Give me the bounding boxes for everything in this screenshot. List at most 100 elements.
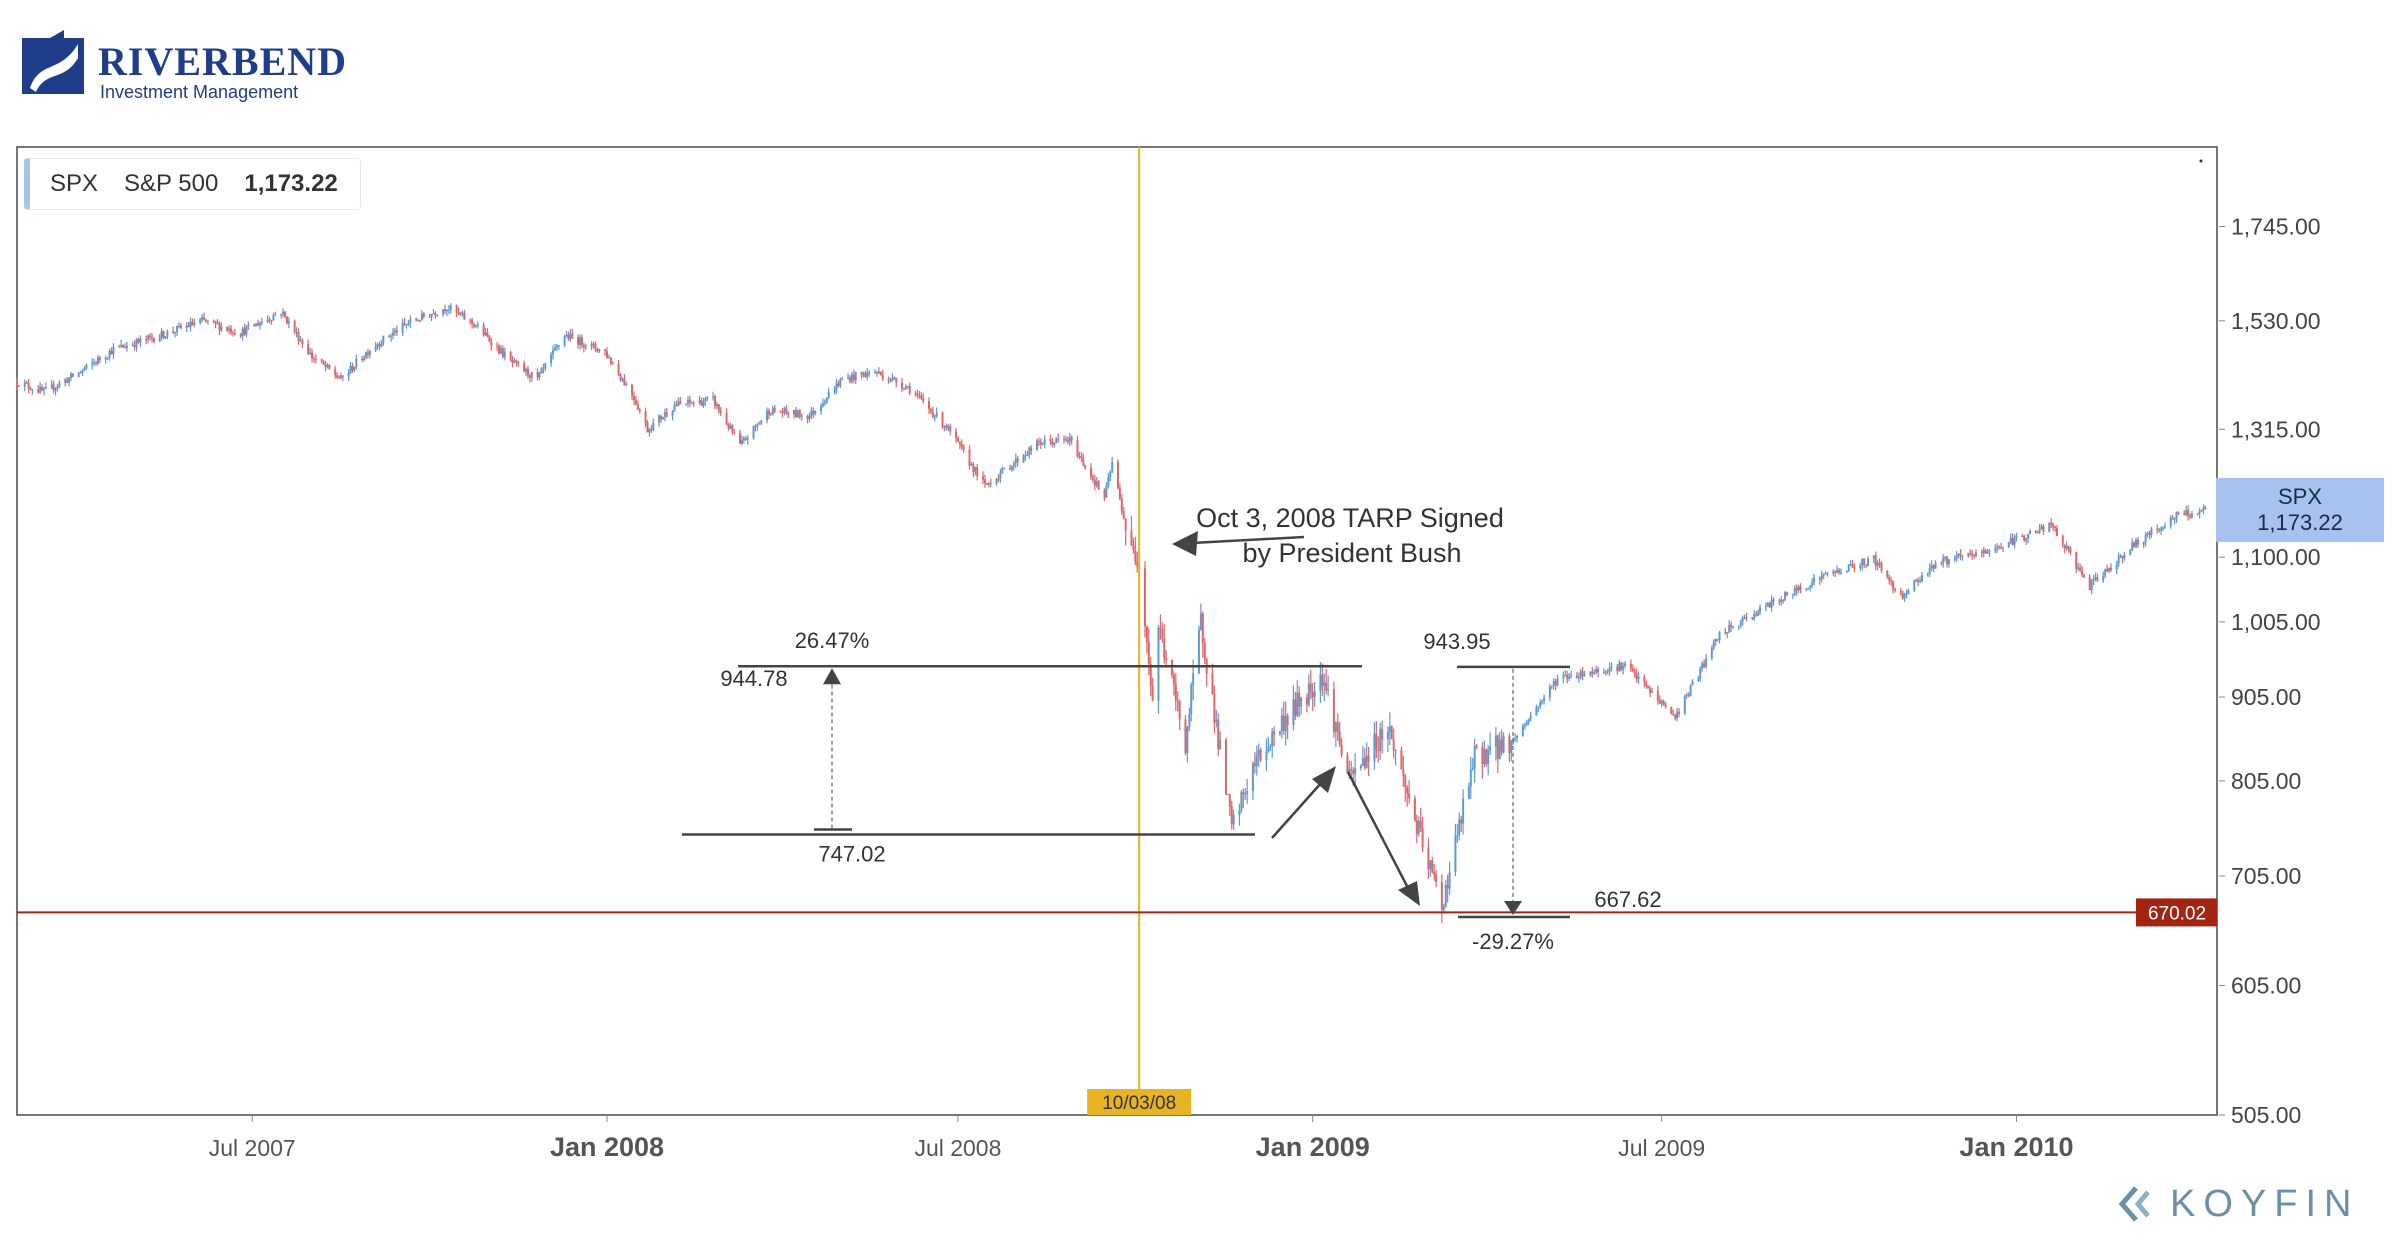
candle-body (174, 332, 177, 334)
candle-body (23, 382, 26, 387)
candle-body (206, 320, 209, 322)
candle-body (1244, 793, 1247, 795)
candle-body (650, 429, 653, 431)
candle-body (1481, 747, 1484, 764)
candle-body (1616, 666, 1619, 672)
candle-body (44, 387, 47, 389)
candle-body (536, 371, 539, 378)
candle-body (1325, 682, 1328, 691)
candle-body (1768, 603, 1771, 608)
candle-body (827, 392, 830, 398)
candle-body (552, 350, 555, 355)
candle-body (922, 398, 925, 402)
candle-body (623, 379, 626, 386)
candle-body (166, 331, 169, 337)
candle-body (1336, 722, 1339, 732)
candle-body (1151, 685, 1154, 701)
candle-body (1462, 798, 1465, 824)
candle-body (1097, 481, 1100, 490)
candle-body (459, 312, 462, 315)
candle-body (139, 338, 142, 343)
candle-body (1433, 872, 1436, 875)
candle-body (1521, 726, 1524, 736)
candle-body (1907, 590, 1910, 594)
candle-body (800, 415, 803, 417)
koyfin-logo: KOYFIN (2118, 1182, 2378, 1226)
candle-body (1271, 731, 1274, 747)
candle-body (1795, 588, 1798, 591)
candle-body (1575, 675, 1578, 679)
candle-body (2007, 542, 2010, 548)
candle-body (1485, 749, 1488, 765)
candle-body (2189, 515, 2192, 518)
candle-body (1257, 749, 1260, 756)
candle-body (1919, 581, 1922, 583)
swing-up-arrow-shaft (1271, 781, 1323, 839)
candle-body (1807, 587, 1810, 589)
tarp-note-line2: by President Bush (1242, 538, 1461, 568)
candle-body (525, 368, 528, 372)
y-tick-label: 1,745.00 (2231, 214, 2321, 240)
candle-body (1095, 481, 1098, 486)
y-axis: 1,745.00 1,530.00 1,315.00 1,100.00 1,005.00… (2219, 214, 2321, 1128)
candle-body (598, 349, 601, 352)
candle-body (706, 397, 709, 399)
candle-body (607, 357, 610, 359)
candle-body (700, 400, 703, 406)
candle-body (1084, 464, 1087, 469)
candle-body (85, 364, 88, 369)
candle-body (363, 357, 366, 361)
rise-low-label: 747.02 (818, 841, 885, 866)
candle-body (390, 335, 393, 337)
candle-body (814, 410, 817, 414)
support-label: 670.02 (2148, 903, 2206, 924)
candle-body (916, 394, 919, 396)
candle-body (417, 320, 420, 322)
candle-body (2082, 574, 2085, 578)
candle-body (947, 426, 950, 429)
candle-body (1309, 683, 1312, 693)
candle-body (1010, 466, 1013, 470)
candle-body (509, 352, 512, 360)
tarp-arrow-shaft (1191, 535, 1305, 545)
candle-body (1408, 793, 1411, 799)
candle-body (835, 383, 838, 392)
candle-body (1251, 763, 1254, 792)
candle-body (837, 383, 840, 386)
candle-body (1724, 631, 1727, 634)
candle-body (1373, 733, 1376, 762)
candle-body (391, 332, 394, 336)
legend-ticker: SPX (50, 170, 99, 197)
x-tick-label: Jan 2008 (550, 1132, 664, 1162)
candle-body (50, 384, 53, 388)
candle-body (247, 324, 250, 328)
candle-body (821, 403, 824, 407)
candle-body (147, 335, 150, 340)
candle-body (577, 337, 580, 345)
candle-body (633, 395, 636, 400)
candle-body (879, 371, 882, 375)
candle-body (1988, 551, 1991, 553)
candle-body (1824, 573, 1827, 575)
candle-body (972, 464, 975, 473)
candle-body (1510, 740, 1513, 754)
candle-body (1228, 794, 1231, 807)
candle-body (2142, 542, 2145, 545)
candle-body (671, 410, 674, 416)
candle-body (1822, 573, 1825, 576)
candle-body (981, 476, 984, 480)
candle-body (1541, 701, 1544, 703)
candle-body (52, 384, 55, 391)
candle-body (1107, 477, 1110, 486)
candle-body (1838, 569, 1841, 573)
candle-body (347, 372, 350, 377)
series-legend[interactable]: SPX S&P 500 1,173.22 (24, 158, 361, 210)
candle-body (403, 322, 406, 325)
candle-body (2115, 563, 2118, 571)
candle-body (1219, 740, 1222, 750)
candle-body (1969, 553, 1972, 555)
candle-body (1269, 746, 1272, 748)
candle-body (1442, 906, 1445, 910)
candle-body (2088, 577, 2091, 591)
candle-body (1967, 553, 1970, 556)
